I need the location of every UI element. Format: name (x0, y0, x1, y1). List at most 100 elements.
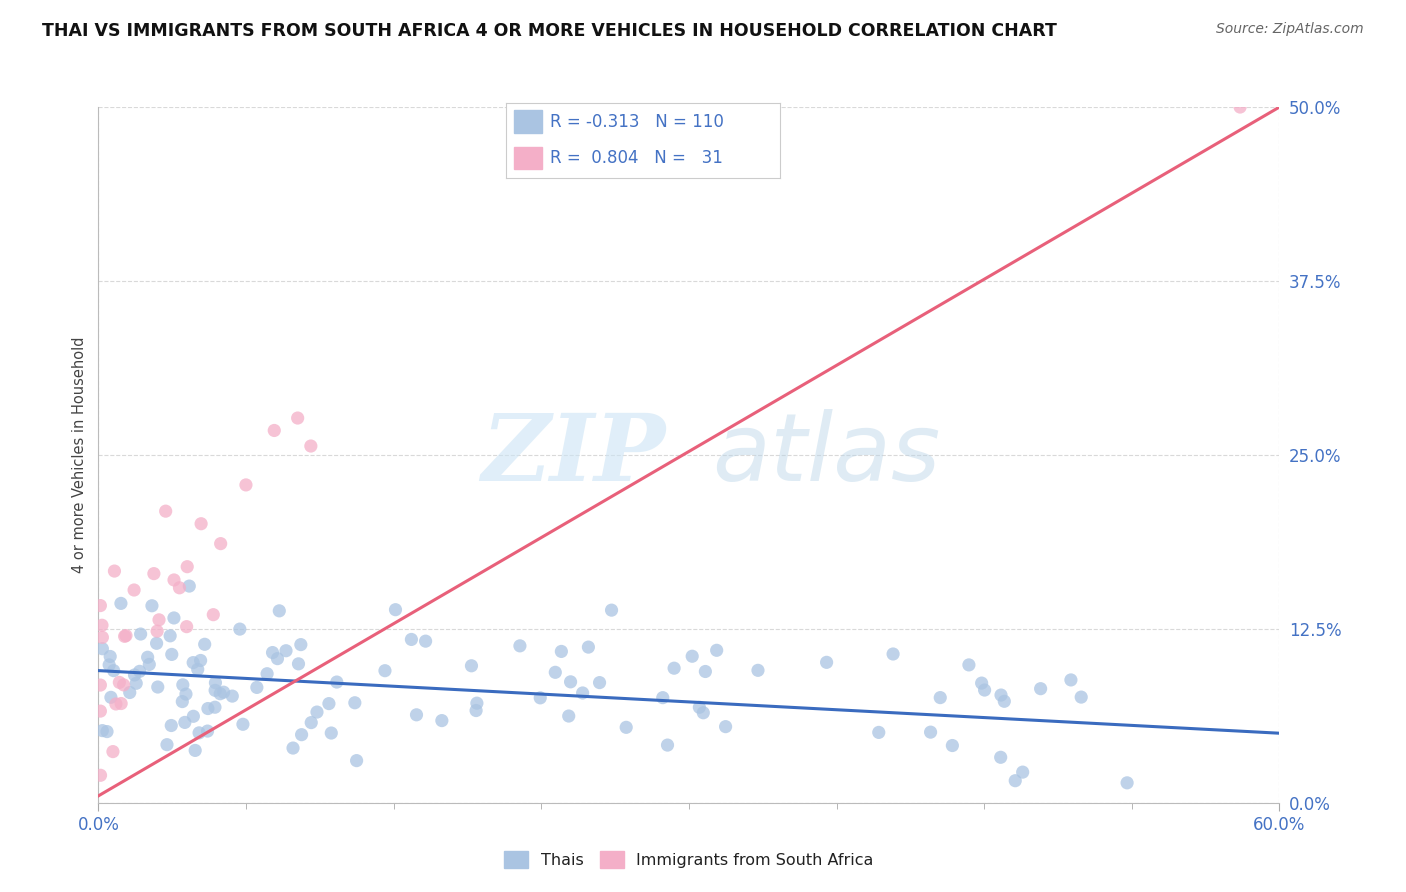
Point (681, 649, 703, 664)
Point (148, 613, 170, 627)
Point (122, 582, 145, 597)
Point (174, 687, 197, 701)
Point (232, 717, 254, 731)
Point (688, 700, 710, 714)
Point (128, 665, 150, 679)
Point (98, 649, 121, 664)
Point (815, 656, 838, 670)
Point (204, 683, 226, 698)
Point (172, 678, 194, 692)
Point (1004, 773, 1026, 788)
Point (600, 603, 623, 617)
Point (184, 743, 207, 757)
Point (112, 678, 135, 692)
Point (287, 657, 309, 671)
Point (209, 687, 232, 701)
Bar (515, 146, 541, 169)
Text: ZIP: ZIP (481, 410, 665, 500)
Point (91, 631, 114, 645)
Point (343, 696, 366, 710)
Point (169, 581, 191, 595)
Point (695, 665, 717, 679)
Point (1116, 776, 1139, 790)
Point (181, 656, 204, 670)
Point (110, 596, 132, 610)
Point (172, 695, 194, 709)
Point (588, 675, 610, 690)
Point (1011, 765, 1033, 780)
Point (91, 641, 114, 656)
Point (104, 697, 127, 711)
Point (692, 706, 714, 720)
Point (246, 681, 269, 695)
Point (176, 620, 198, 634)
Point (197, 701, 219, 715)
Point (571, 686, 593, 700)
Point (103, 664, 125, 678)
Point (221, 689, 243, 703)
Point (430, 714, 453, 728)
Point (96, 724, 118, 739)
Point (465, 704, 488, 718)
Point (920, 725, 942, 739)
Point (110, 697, 132, 711)
Bar (515, 111, 541, 133)
Point (560, 674, 582, 689)
Point (173, 715, 195, 730)
Point (318, 697, 340, 711)
Point (274, 644, 297, 658)
Point (89, 768, 111, 782)
Point (529, 690, 551, 705)
Point (346, 754, 368, 768)
Point (160, 718, 183, 732)
Point (321, 726, 343, 740)
Point (868, 725, 890, 739)
Point (108, 675, 131, 690)
Point (194, 637, 217, 651)
Point (550, 644, 572, 658)
Point (299, 439, 322, 453)
Point (374, 664, 396, 678)
Point (91, 618, 114, 632)
Point (326, 675, 349, 690)
Point (465, 696, 488, 710)
Point (558, 709, 581, 723)
Point (138, 657, 160, 672)
Point (706, 643, 728, 657)
Point (159, 629, 181, 643)
Point (957, 657, 980, 672)
Point (263, 424, 285, 438)
Point (103, 564, 125, 578)
Point (146, 624, 169, 639)
Point (204, 700, 226, 714)
Point (209, 536, 232, 550)
Point (1060, 673, 1083, 687)
Point (114, 629, 136, 643)
Point (155, 504, 177, 518)
Point (98, 657, 121, 672)
Legend: Thais, Immigrants from South Africa: Thais, Immigrants from South Africa (498, 845, 880, 875)
Point (1070, 690, 1092, 705)
Point (163, 573, 186, 587)
Point (291, 728, 314, 742)
Point (212, 685, 235, 699)
Point (204, 675, 226, 690)
Point (651, 690, 673, 705)
Point (401, 632, 423, 647)
Point (929, 690, 952, 705)
Point (941, 739, 963, 753)
Point (299, 715, 322, 730)
Point (89, 599, 111, 613)
Point (287, 411, 309, 425)
Point (229, 622, 252, 636)
Point (544, 665, 567, 680)
Point (125, 676, 148, 690)
Point (188, 726, 211, 740)
Point (124, 668, 146, 682)
Point (183, 709, 205, 723)
Point (160, 648, 183, 662)
Point (141, 599, 163, 613)
Point (163, 611, 186, 625)
Text: R =  0.804   N =   31: R = 0.804 N = 31 (550, 149, 723, 168)
Point (115, 629, 138, 643)
